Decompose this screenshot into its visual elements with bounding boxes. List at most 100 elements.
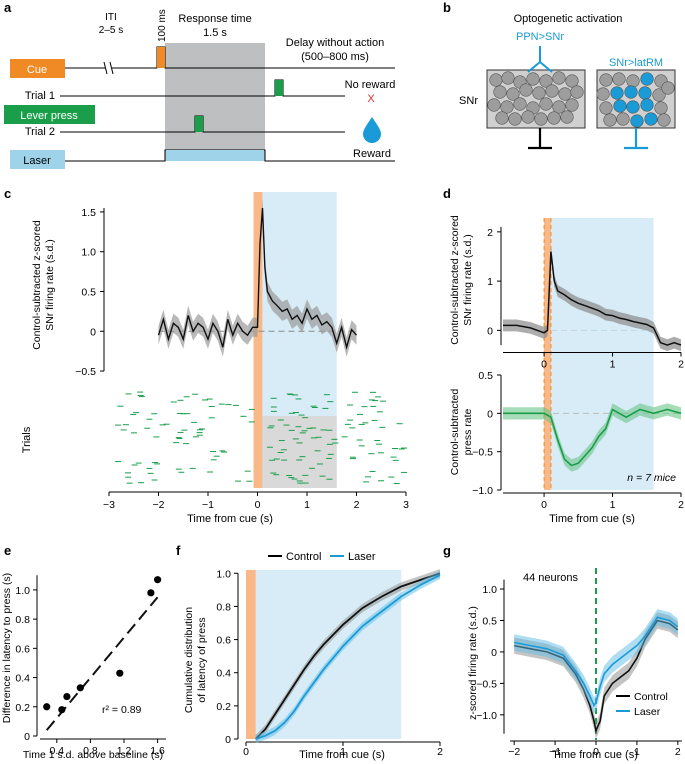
cell-right-14 xyxy=(640,98,654,112)
cell-right-3 xyxy=(640,72,654,86)
f-xtick-label-1: 1 xyxy=(340,746,346,758)
c-raster-ylabel: Trials xyxy=(21,426,33,453)
cell-left-5 xyxy=(552,71,566,85)
d-bottom-xtick-label-2: 2 xyxy=(678,499,684,511)
d-bottom-ytick-label-3: −1.0 xyxy=(472,485,493,497)
cell-right-6 xyxy=(610,86,624,100)
snr-latrm-label: SNr>latRM xyxy=(609,57,663,69)
e-ytick-label-3: 0.6 xyxy=(15,643,30,655)
cell-right-2 xyxy=(626,74,640,88)
trial2-press xyxy=(195,116,203,132)
d-bottom-xtick-label-0: 0 xyxy=(541,499,547,511)
c-xtick-label-4: 1 xyxy=(304,499,310,511)
f-ytick-label-4: 0.8 xyxy=(216,601,231,613)
c-error-band xyxy=(158,198,357,357)
e-point-2 xyxy=(63,692,71,701)
d-bottom-ytick-label-2: −0.5 xyxy=(472,447,493,459)
lever-label: Lever press xyxy=(20,110,78,122)
cell-left-23 xyxy=(521,110,535,124)
e-point-1 xyxy=(58,706,66,714)
g-xtick-label-0: −2 xyxy=(508,746,520,758)
iti-label: ITI xyxy=(105,12,117,23)
response-duration: 1.5 s xyxy=(203,27,227,39)
d-bottom-error-band xyxy=(503,403,681,472)
panel-b: b Optogenetic activation SNr PPN>SNr SNr… xyxy=(443,0,676,150)
f-ytick-label-0: 0 xyxy=(225,734,231,746)
d-n-label: n = 7 mice xyxy=(627,472,676,484)
cell-right-17 xyxy=(616,112,630,126)
d-top-xtick-label-1: 1 xyxy=(610,359,616,371)
cell-left-4 xyxy=(539,74,553,88)
cell-right-13 xyxy=(626,100,640,114)
cell-right-10 xyxy=(661,81,675,95)
cells-left xyxy=(487,71,584,126)
panel-letter-b: b xyxy=(443,0,451,15)
c-xtick-label-2: −1 xyxy=(202,499,214,511)
d-cue-shade xyxy=(544,218,551,490)
e-r2-label: r² = 0.89 xyxy=(102,704,142,716)
cell-left-13 xyxy=(570,85,584,99)
f-legend-laser: Laser xyxy=(348,551,376,563)
e-xlabel: Time 1 s.d. above baseline (s) xyxy=(23,749,163,761)
cue-pulse xyxy=(157,47,165,68)
d-bottom-ylabel-1: Control-subtracted xyxy=(449,389,461,476)
trial1-press xyxy=(275,80,283,96)
panel-d: d 2 1 0 0 1 2 0.5 0 −0.5 −1.0 0 1 2 Control-subtrac… xyxy=(443,186,684,525)
e-point-3 xyxy=(76,684,84,692)
output-inhibited-icon xyxy=(528,128,552,150)
d-top-ylabel-1: Control-subtracted z-scored xyxy=(449,215,461,345)
d-bottom-ytick-label-0: 0.5 xyxy=(478,370,493,382)
optogenetic-title: Optogenetic activation xyxy=(514,13,623,25)
cell-left-1 xyxy=(501,71,515,85)
c-xtick-label-1: −2 xyxy=(153,499,165,511)
cell-left-15 xyxy=(500,100,514,114)
g-ytick-label-1: 0.5 xyxy=(482,615,497,627)
g-ytick-label-4: −1.0 xyxy=(476,710,497,722)
d-top-xtick-label-2: 2 xyxy=(678,359,684,371)
cell-left-3 xyxy=(526,72,540,86)
g-xtick-label-3: 1 xyxy=(634,746,640,758)
g-neurons-label: 44 neurons xyxy=(523,572,579,584)
cell-right-18 xyxy=(630,114,644,128)
f-xtick-label-0: 0 xyxy=(243,746,249,758)
f-legend-control: Control xyxy=(286,551,321,563)
d-bottom-ytick-label-1: 0 xyxy=(487,408,493,420)
panel-f: f 0 0.2 0.4 0.6 0.8 1.0 0 1 2 Cumulative distrib… xyxy=(176,543,443,761)
g-ylabel: z-scored firing rate (s.d.) xyxy=(467,606,479,720)
e-xtick-label-2: 1.2 xyxy=(117,745,132,757)
cell-left-18 xyxy=(539,97,553,111)
g-ytick-label-3: −0.5 xyxy=(476,678,497,690)
cue-label: Cue xyxy=(27,64,47,76)
cell-left-7 xyxy=(493,85,507,99)
panel-letter-d: d xyxy=(443,186,451,201)
panel-letter-f: f xyxy=(176,543,181,558)
cell-right-7 xyxy=(624,85,638,99)
snr-label: SNr xyxy=(459,95,478,107)
e-xtick-label-0: 0.4 xyxy=(49,745,64,757)
g-legend-laser: Laser xyxy=(634,706,661,718)
e-point-4 xyxy=(116,669,124,677)
cell-right-1 xyxy=(612,72,626,86)
d-top-plot: 2 1 0 0 1 2 xyxy=(487,218,684,490)
cell-left-11 xyxy=(545,84,559,98)
trial1-label: Trial 1 xyxy=(25,90,55,102)
f-ytick-label-5: 1.0 xyxy=(216,568,231,580)
iti-range: 2–5 s xyxy=(99,25,123,36)
c-ytick-label-2: 0.5 xyxy=(81,286,96,298)
d-top-xtick-label-0: 0 xyxy=(541,359,547,371)
no-reward-x: X xyxy=(367,93,375,105)
e-ytick-label-4: 0.8 xyxy=(15,614,30,626)
panel-a: a Cue ITI 2–5 s 100 ms Response time 1.5… xyxy=(4,0,395,169)
e-ylabel: Difference in latency to press (s) xyxy=(1,573,13,723)
cell-left-21 xyxy=(495,111,509,125)
reward-label: Reward xyxy=(353,148,391,160)
ppn-snr-label: PPN>SNr xyxy=(516,31,564,43)
e-point-0 xyxy=(43,703,51,711)
d-bottom-xtick-label-1: 1 xyxy=(610,499,616,511)
f-line-control xyxy=(255,572,441,740)
c-xtick-label-5: 2 xyxy=(354,499,360,511)
g-plot: 1.0 0.5 0 −0.5 −1.0 −2 −1 0 1 2 xyxy=(476,568,682,758)
cell-right-16 xyxy=(603,113,617,127)
c-raster xyxy=(114,391,408,485)
cell-right-5 xyxy=(596,87,610,101)
